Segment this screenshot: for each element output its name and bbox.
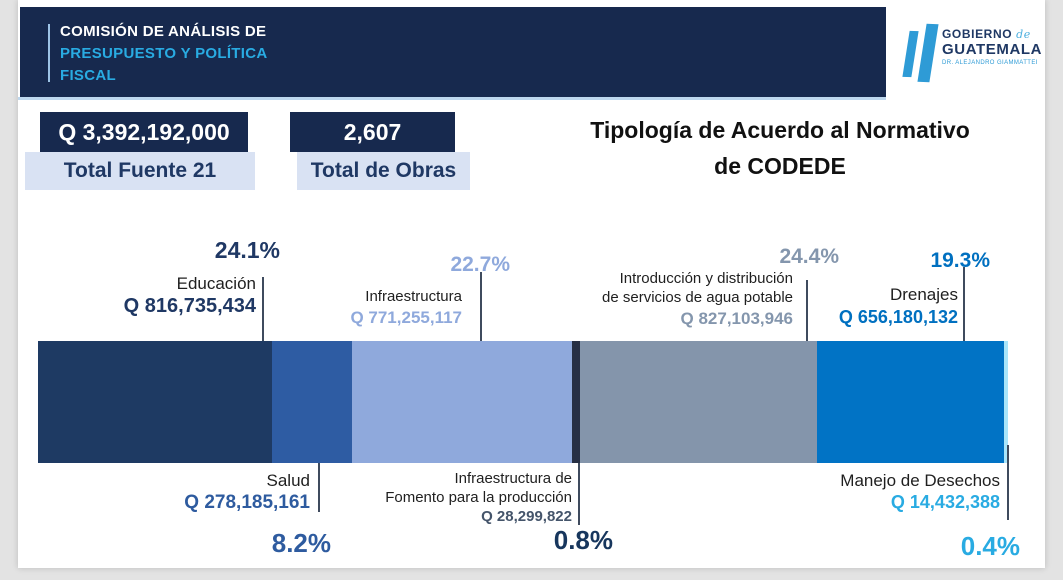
- stacked-bar: [38, 341, 1008, 463]
- logo-word-gobierno: GOBIERNO de: [942, 27, 1031, 41]
- commission-line2: PRESUPUESTO Y POLÍTICA: [60, 45, 268, 62]
- connector-salud: [318, 463, 320, 512]
- connector-agua-potable: [806, 280, 808, 341]
- label-agua-potable-line1: Introducción y distribución: [619, 270, 793, 288]
- flag-bars-icon: [902, 21, 939, 83]
- amount-salud: Q 278,185,161: [184, 492, 310, 514]
- bar-segment-6: [816, 341, 1005, 463]
- connector-manejo-desechos: [1007, 445, 1009, 520]
- government-logo: GOBIERNO de GUATEMALA DR. ALEJANDRO GIAM…: [886, 7, 1043, 97]
- amount-agua-potable: Q 827,103,946: [680, 308, 793, 328]
- bar-segment-2: [272, 341, 352, 463]
- label-drenajes: Drenajes: [889, 285, 958, 305]
- label-fomento-line2: Fomento para la producción: [385, 488, 572, 506]
- label-salud: Salud: [266, 471, 310, 490]
- amount-educacion: Q 816,735,434: [123, 295, 256, 317]
- callout-educacion: 24.1% Educación Q 816,735,434: [46, 236, 280, 319]
- amount-manejo-desechos: Q 14,432,388: [890, 492, 1000, 513]
- logo-word-de: de: [1016, 28, 1031, 41]
- bar-segment-4: [572, 341, 580, 463]
- connector-drenajes: [963, 267, 965, 341]
- callout-drenajes: 19.3% Drenajes Q 656,180,132: [788, 248, 990, 328]
- label-manejo-desechos: Manejo de Desechos: [840, 471, 1000, 490]
- chart-title-line2: de CODEDE: [714, 153, 846, 179]
- callout-infraestructura: 22.7% Infraestructura Q 771,255,117: [292, 252, 510, 328]
- logo-word-guatemala: GUATEMALA: [942, 41, 1043, 58]
- bar-segment-3: [351, 341, 573, 463]
- commission-line1: COMISIÓN DE ANÁLISIS DE: [60, 23, 267, 40]
- connector-infraestructura: [480, 272, 482, 341]
- header-underline: [18, 97, 886, 100]
- percent-salud: 8.2%: [271, 528, 331, 558]
- commission-line3: FISCAL: [60, 67, 116, 84]
- percent-educacion: 24.1%: [214, 237, 280, 263]
- label-agua-potable-line2: de servicios de agua potable: [602, 289, 793, 306]
- percent-infraestructura: 22.7%: [450, 253, 510, 276]
- total-fuente-label: Total Fuente 21: [25, 152, 255, 190]
- connector-fomento: [578, 463, 580, 525]
- callout-agua-potable: 24.4% Introducción y distribución de ser…: [543, 244, 839, 329]
- logo-subtitle: DR. ALEJANDRO GIAMMATTEI: [942, 60, 1038, 66]
- callout-manejo-desechos: Manejo de Desechos Q 14,432,388 0.4%: [770, 470, 1020, 562]
- callout-salud: Salud Q 278,185,161 8.2%: [130, 470, 331, 560]
- label-educacion: Educación: [176, 273, 256, 293]
- connector-educacion: [262, 277, 264, 341]
- commission-title: COMISIÓN DE ANÁLISIS DE PRESUPUESTO Y PO…: [60, 21, 267, 87]
- label-infraestructura: Infraestructura: [365, 288, 462, 306]
- label-fomento-line1: Infraestructura de: [454, 470, 572, 487]
- total-obras-label: Total de Obras: [297, 152, 470, 190]
- bar-segment-5: [579, 341, 817, 463]
- amount-drenajes: Q 656,180,132: [838, 306, 958, 327]
- amount-fomento: Q 28,299,822: [481, 507, 572, 525]
- percent-agua-potable: 24.4%: [779, 245, 839, 268]
- percent-manejo-desechos: 0.4%: [960, 530, 1020, 561]
- commission-header: COMISIÓN DE ANÁLISIS DE PRESUPUESTO Y PO…: [20, 7, 886, 97]
- callout-fomento: Infraestructura de Fomento para la produ…: [322, 470, 613, 557]
- bar-segment-7: [1004, 341, 1008, 463]
- percent-drenajes: 19.3%: [930, 249, 990, 272]
- amount-infraestructura: Q 771,255,117: [350, 308, 462, 327]
- logo-text: GOBIERNO de GUATEMALA DR. ALEJANDRO GIAM…: [942, 27, 1043, 66]
- percent-fomento: 0.8%: [553, 525, 613, 556]
- chart-title: Tipología de Acuerdo al Normativo de COD…: [545, 112, 1015, 184]
- total-obras-value: 2,607: [290, 112, 455, 152]
- total-fuente-value: Q 3,392,192,000: [40, 112, 248, 152]
- chart-title-line1: Tipología de Acuerdo al Normativo: [590, 117, 970, 143]
- bar-segment-1: [38, 341, 272, 463]
- header-accent-line: [48, 24, 50, 82]
